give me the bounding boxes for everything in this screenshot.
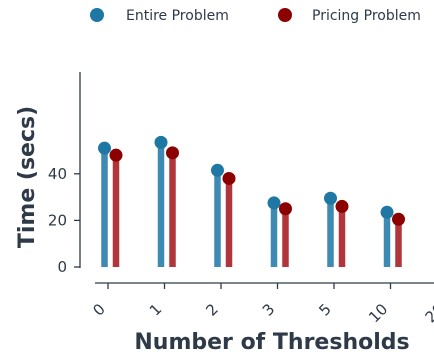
x-tick-label-20: 20 bbox=[422, 300, 434, 326]
legend: Entire Problem Pricing Problem bbox=[90, 8, 421, 24]
x-tick-label-3: 3 bbox=[259, 300, 278, 319]
x-ticks: 0 1 2 3 5 10 20 bbox=[89, 283, 434, 326]
point-pricing-problem-2 bbox=[222, 171, 236, 185]
point-entire-problem-5 bbox=[324, 191, 337, 205]
data-marks bbox=[98, 135, 405, 267]
legend-item-pricing-problem: Pricing Problem bbox=[278, 8, 421, 24]
point-pricing-problem-10 bbox=[392, 212, 405, 226]
stem-entire-problem-1 bbox=[157, 142, 165, 267]
x-tick-label-2: 2 bbox=[202, 300, 221, 319]
stem-entire-problem-10 bbox=[383, 212, 391, 267]
point-entire-problem-10 bbox=[380, 205, 394, 219]
point-pricing-problem-0 bbox=[109, 148, 123, 162]
x-tick-label-10: 10 bbox=[365, 300, 391, 326]
point-entire-problem-1 bbox=[154, 135, 168, 149]
stem-pricing-problem-3 bbox=[282, 208, 289, 267]
y-tick-label-40: 40 bbox=[48, 165, 67, 183]
stem-pricing-problem-2 bbox=[225, 178, 233, 267]
y-tick-label-0: 0 bbox=[57, 258, 67, 276]
x-tick-label-0: 0 bbox=[89, 300, 108, 319]
y-tick-label-20: 20 bbox=[48, 211, 67, 229]
legend-item-entire-problem: Entire Problem bbox=[90, 8, 229, 24]
y-ticks: 0 20 40 bbox=[48, 165, 80, 276]
point-pricing-problem-3 bbox=[279, 202, 292, 216]
x-tick-label-5: 5 bbox=[315, 300, 334, 319]
legend-label-pricing-problem: Pricing Problem bbox=[312, 8, 421, 24]
stem-pricing-problem-1 bbox=[169, 152, 176, 267]
point-entire-problem-0 bbox=[98, 141, 111, 155]
stem-entire-problem-5 bbox=[327, 198, 334, 267]
point-entire-problem-3 bbox=[267, 196, 281, 210]
y-axis-title: Time (secs) bbox=[15, 106, 40, 248]
stem-pricing-problem-5 bbox=[338, 206, 346, 267]
stem-entire-problem-2 bbox=[214, 170, 221, 267]
legend-marker-pricing-problem bbox=[278, 8, 292, 22]
x-axis-title: Number of Thresholds bbox=[134, 330, 409, 354]
legend-marker-entire-problem bbox=[90, 8, 104, 22]
point-pricing-problem-5 bbox=[335, 199, 349, 213]
stem-pricing-problem-10 bbox=[395, 219, 402, 267]
point-entire-problem-2 bbox=[211, 163, 224, 177]
stem-entire-problem-3 bbox=[270, 202, 278, 267]
point-pricing-problem-1 bbox=[166, 146, 179, 160]
stem-pricing-problem-0 bbox=[112, 155, 120, 267]
stem-entire-problem-0 bbox=[101, 148, 108, 267]
legend-label-entire-problem: Entire Problem bbox=[126, 8, 229, 24]
x-tick-label-1: 1 bbox=[146, 300, 165, 319]
